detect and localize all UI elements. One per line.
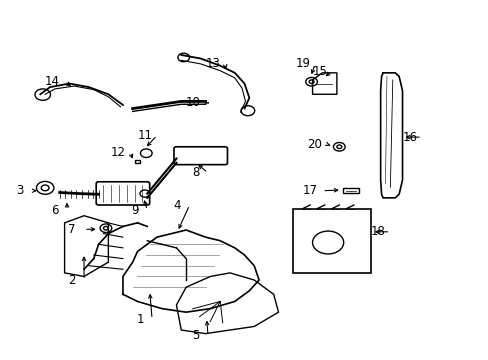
Text: 11: 11 bbox=[137, 129, 152, 142]
Text: 16: 16 bbox=[402, 131, 416, 144]
Text: 20: 20 bbox=[307, 138, 322, 151]
Text: 5: 5 bbox=[192, 329, 199, 342]
Text: 9: 9 bbox=[131, 204, 139, 217]
Text: 10: 10 bbox=[185, 96, 201, 109]
Text: 4: 4 bbox=[173, 198, 181, 212]
Text: 12: 12 bbox=[110, 146, 125, 159]
Text: 7: 7 bbox=[68, 223, 76, 236]
Text: 15: 15 bbox=[312, 64, 326, 77]
Text: 2: 2 bbox=[68, 274, 76, 287]
Text: 13: 13 bbox=[205, 57, 220, 71]
Text: 3: 3 bbox=[16, 184, 23, 197]
Text: 19: 19 bbox=[295, 57, 310, 71]
Text: 6: 6 bbox=[51, 204, 59, 217]
Text: 18: 18 bbox=[370, 225, 385, 238]
Text: 14: 14 bbox=[45, 75, 60, 88]
Text: 17: 17 bbox=[302, 184, 317, 197]
Text: 1: 1 bbox=[136, 313, 143, 326]
Text: 8: 8 bbox=[192, 166, 199, 179]
